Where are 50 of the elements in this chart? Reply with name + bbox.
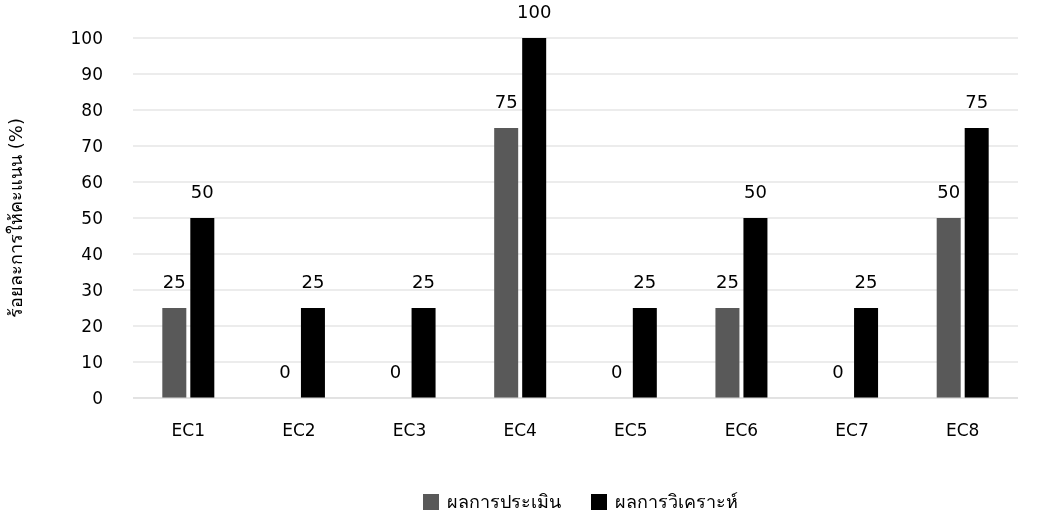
y-tick-label: 50 bbox=[81, 208, 103, 228]
y-tick-label: 40 bbox=[81, 244, 103, 264]
x-tick-label: EC5 bbox=[614, 420, 648, 440]
bar bbox=[522, 38, 547, 398]
bar bbox=[964, 128, 989, 398]
bar bbox=[854, 308, 879, 398]
x-tick-label: EC1 bbox=[171, 420, 206, 440]
y-tick-label: 80 bbox=[81, 100, 103, 120]
y-tick-label: 20 bbox=[81, 316, 103, 336]
bar bbox=[190, 218, 215, 398]
y-tick-label: 90 bbox=[81, 64, 103, 84]
data-label: 25 bbox=[854, 271, 878, 292]
x-tick-label: EC8 bbox=[945, 420, 980, 440]
y-tick-label: 30 bbox=[81, 280, 103, 300]
data-label: 25 bbox=[715, 271, 739, 292]
x-tick-label: EC3 bbox=[392, 420, 427, 440]
data-label: 0 bbox=[279, 361, 291, 382]
data-label: 0 bbox=[389, 361, 402, 382]
data-label: 25 bbox=[633, 271, 657, 292]
legend-label: ผลการวิเคราะห์ bbox=[615, 491, 738, 512]
y-tick-label: 60 bbox=[81, 172, 103, 192]
bar bbox=[715, 308, 740, 398]
bar bbox=[936, 218, 961, 398]
data-label: 25 bbox=[301, 271, 325, 292]
y-axis-title: ร้อยละการให้คะแนน (%) bbox=[5, 118, 26, 318]
bar bbox=[632, 308, 657, 398]
y-tick-label: 100 bbox=[70, 28, 103, 48]
data-label: 100 bbox=[517, 1, 552, 22]
data-label: 50 bbox=[937, 181, 961, 202]
data-label: 75 bbox=[965, 91, 989, 112]
data-label: 50 bbox=[190, 181, 214, 202]
bar bbox=[162, 308, 187, 398]
y-tick-label: 70 bbox=[81, 136, 103, 156]
y-tick-label: 10 bbox=[81, 352, 103, 372]
data-label: 25 bbox=[162, 271, 186, 292]
data-label: 0 bbox=[611, 361, 623, 382]
data-label: 75 bbox=[494, 91, 518, 112]
bar bbox=[494, 128, 519, 398]
legend-label: ผลการประเมิน bbox=[447, 491, 561, 512]
data-label: 50 bbox=[743, 181, 767, 202]
data-label: 25 bbox=[412, 271, 436, 292]
x-tick-label: EC4 bbox=[503, 420, 537, 440]
y-tick-label: 0 bbox=[92, 388, 103, 408]
bar bbox=[411, 308, 436, 398]
x-tick-label: EC2 bbox=[282, 420, 316, 440]
bar bbox=[743, 218, 768, 398]
x-tick-label: EC7 bbox=[835, 420, 869, 440]
data-label: 0 bbox=[832, 361, 844, 382]
bar bbox=[300, 308, 325, 398]
x-tick-label: EC6 bbox=[724, 420, 759, 440]
